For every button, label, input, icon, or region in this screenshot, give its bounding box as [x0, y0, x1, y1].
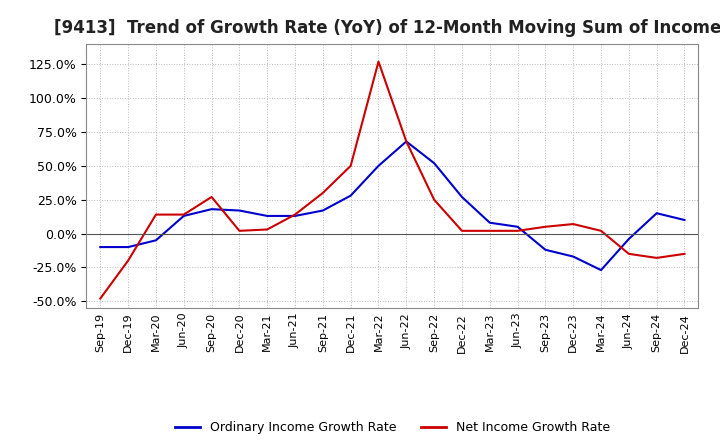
- Ordinary Income Growth Rate: [402, 139, 410, 144]
- Net Income Growth Rate: [513, 228, 522, 234]
- Net Income Growth Rate: [235, 228, 243, 234]
- Title: [9413]  Trend of Growth Rate (YoY) of 12-Month Moving Sum of Incomes: [9413] Trend of Growth Rate (YoY) of 12-…: [54, 19, 720, 37]
- Net Income Growth Rate: [291, 212, 300, 217]
- Ordinary Income Growth Rate: [458, 194, 467, 200]
- Net Income Growth Rate: [346, 163, 355, 169]
- Net Income Growth Rate: [624, 251, 633, 257]
- Ordinary Income Growth Rate: [207, 206, 216, 212]
- Net Income Growth Rate: [318, 190, 327, 195]
- Net Income Growth Rate: [541, 224, 550, 229]
- Net Income Growth Rate: [263, 227, 271, 232]
- Ordinary Income Growth Rate: [96, 245, 104, 250]
- Ordinary Income Growth Rate: [541, 247, 550, 253]
- Net Income Growth Rate: [179, 212, 188, 217]
- Ordinary Income Growth Rate: [179, 213, 188, 219]
- Net Income Growth Rate: [96, 296, 104, 301]
- Net Income Growth Rate: [430, 197, 438, 202]
- Ordinary Income Growth Rate: [597, 268, 606, 273]
- Ordinary Income Growth Rate: [318, 208, 327, 213]
- Net Income Growth Rate: [402, 139, 410, 144]
- Ordinary Income Growth Rate: [124, 245, 132, 250]
- Ordinary Income Growth Rate: [235, 208, 243, 213]
- Ordinary Income Growth Rate: [513, 224, 522, 229]
- Ordinary Income Growth Rate: [430, 161, 438, 166]
- Net Income Growth Rate: [124, 258, 132, 263]
- Ordinary Income Growth Rate: [569, 254, 577, 259]
- Ordinary Income Growth Rate: [374, 163, 383, 169]
- Net Income Growth Rate: [569, 221, 577, 227]
- Net Income Growth Rate: [652, 255, 661, 260]
- Net Income Growth Rate: [207, 194, 216, 200]
- Line: Net Income Growth Rate: Net Income Growth Rate: [100, 62, 685, 298]
- Ordinary Income Growth Rate: [485, 220, 494, 225]
- Net Income Growth Rate: [152, 212, 161, 217]
- Net Income Growth Rate: [597, 228, 606, 234]
- Net Income Growth Rate: [680, 251, 689, 257]
- Ordinary Income Growth Rate: [346, 193, 355, 198]
- Ordinary Income Growth Rate: [291, 213, 300, 219]
- Ordinary Income Growth Rate: [263, 213, 271, 219]
- Net Income Growth Rate: [458, 228, 467, 234]
- Ordinary Income Growth Rate: [624, 236, 633, 242]
- Ordinary Income Growth Rate: [680, 217, 689, 223]
- Legend: Ordinary Income Growth Rate, Net Income Growth Rate: Ordinary Income Growth Rate, Net Income …: [170, 416, 615, 439]
- Line: Ordinary Income Growth Rate: Ordinary Income Growth Rate: [100, 142, 685, 270]
- Net Income Growth Rate: [485, 228, 494, 234]
- Ordinary Income Growth Rate: [652, 211, 661, 216]
- Net Income Growth Rate: [374, 59, 383, 64]
- Ordinary Income Growth Rate: [152, 238, 161, 243]
